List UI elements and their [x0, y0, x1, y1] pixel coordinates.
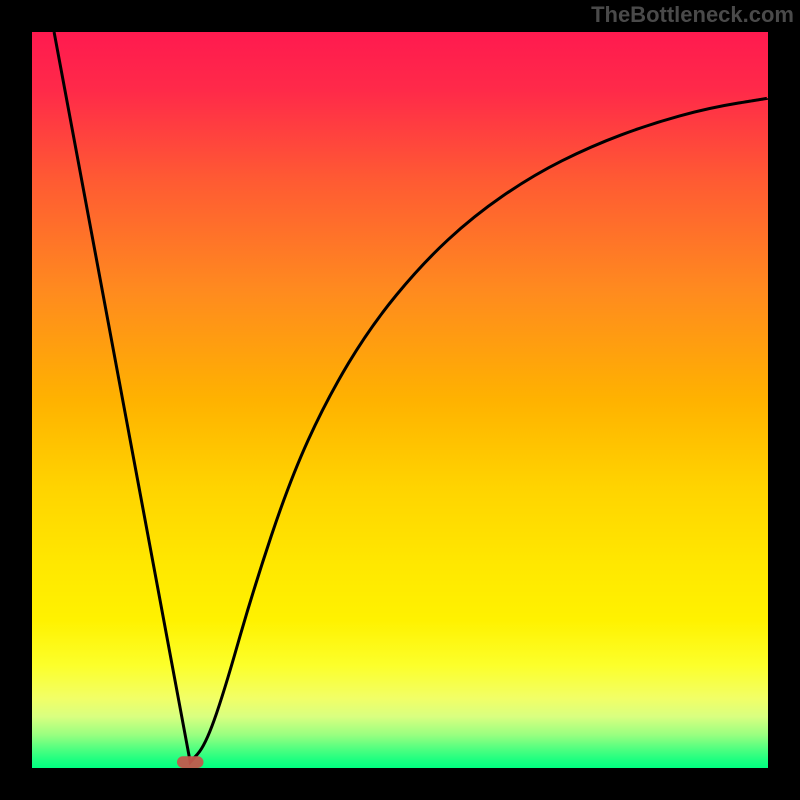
- watermark-text: TheBottleneck.com: [591, 2, 794, 28]
- chart-plot-area: [32, 32, 768, 768]
- chart-container: { "meta": { "watermark_text": "TheBottle…: [0, 0, 800, 800]
- bottleneck-chart: [0, 0, 800, 800]
- minimum-marker: [177, 756, 203, 768]
